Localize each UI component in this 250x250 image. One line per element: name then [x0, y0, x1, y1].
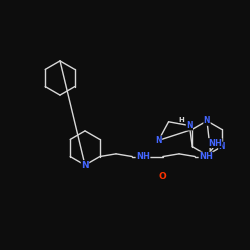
Text: N: N: [81, 160, 89, 170]
Text: O: O: [159, 172, 167, 181]
Text: NH: NH: [136, 152, 150, 161]
Text: N: N: [155, 136, 162, 145]
Text: N: N: [218, 142, 225, 151]
Text: NH: NH: [208, 138, 222, 147]
Text: H: H: [178, 116, 184, 122]
Text: NH: NH: [199, 152, 213, 161]
Text: N: N: [186, 121, 193, 130]
Text: N: N: [204, 116, 210, 126]
